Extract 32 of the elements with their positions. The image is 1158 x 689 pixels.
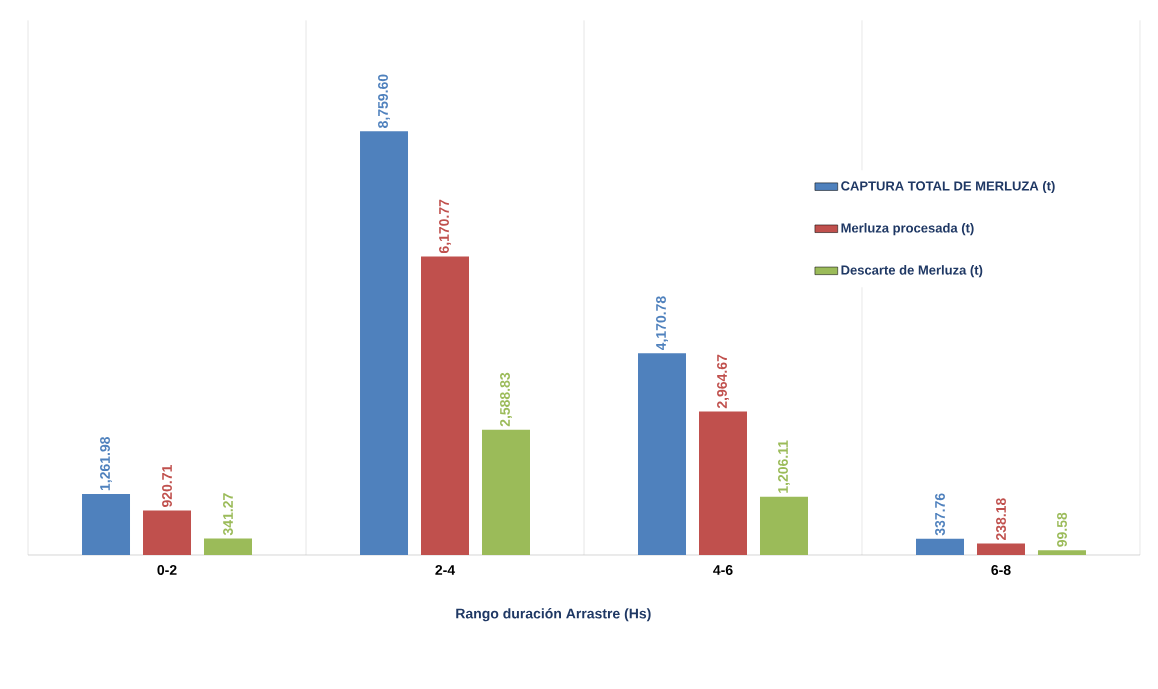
bar — [482, 429, 530, 555]
bar — [759, 496, 808, 555]
data-label: 99.58 — [1057, 512, 1067, 547]
bar — [360, 131, 409, 555]
legend-label: Merluza procesada (t) — [841, 223, 974, 236]
bar — [1037, 550, 1086, 555]
data-label: 337.76 — [935, 493, 945, 536]
data-label: 8,759.60 — [378, 74, 390, 128]
data-label: 6,170.77 — [439, 199, 451, 254]
bar — [977, 543, 1025, 555]
x-tick-label: 0-2 — [157, 565, 177, 575]
bar — [638, 353, 687, 555]
x-tick-label: 6-8 — [991, 565, 1011, 575]
data-label: 238.18 — [996, 498, 1006, 541]
bar — [916, 538, 965, 555]
data-label: 1,261.98 — [100, 436, 112, 491]
data-label: 341.27 — [223, 493, 233, 536]
data-label: 4,170.78 — [656, 296, 668, 351]
legend-label: Descarte de Merluza (t) — [841, 265, 983, 278]
data-label: 2,964.67 — [717, 354, 729, 409]
x-axis-title: Rango duración Arrastre (Hs) — [456, 608, 651, 622]
bar — [699, 411, 747, 555]
x-tick-label: 4-6 — [713, 565, 733, 575]
x-tick-label: 2-4 — [435, 565, 456, 575]
bar — [204, 538, 252, 555]
bar — [143, 510, 192, 555]
bar — [82, 493, 131, 555]
data-label: 2,588.83 — [500, 372, 512, 427]
data-label: 920.71 — [162, 465, 172, 508]
bar — [421, 256, 469, 555]
legend-label: CAPTURA TOTAL DE MERLUZA (t) — [841, 180, 1055, 194]
data-label: 1,206.11 — [778, 440, 790, 493]
